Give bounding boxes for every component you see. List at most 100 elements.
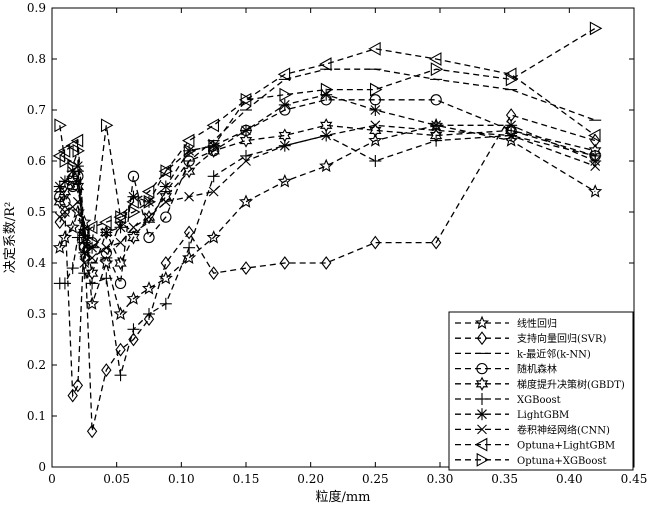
data-point [159,180,172,193]
data-point [160,256,172,270]
data-point [60,207,70,217]
series-line [59,124,596,265]
series-9 [54,21,603,250]
data-point [78,230,92,245]
series-7 [54,120,601,268]
legend-entry: Optuna+XGBoost [455,452,607,467]
data-point [182,164,196,179]
y-tick-label: 0.9 [27,1,46,15]
data-point [590,161,601,171]
data-point [430,134,443,147]
data-point [53,180,66,193]
series-6 [53,88,602,259]
data-point [589,155,602,167]
legend-label: 支持向量回归(SVR) [517,332,607,345]
legend-label: 线性回归 [517,317,557,330]
data-point [430,62,444,77]
x-tick-label: 0.20 [297,472,324,486]
data-point [114,221,127,234]
data-point [504,133,519,147]
data-point [369,104,382,116]
data-point [278,98,291,111]
legend-marker [476,408,488,421]
data-point [431,125,442,136]
data-point [114,255,127,271]
data-point [101,363,112,378]
y-axis-title: 决定系数/R² [3,202,18,273]
legend-entry: 随机森林 [455,363,557,376]
data-point [57,230,72,244]
data-point [505,72,519,87]
legend-entry: 梯度提升决策树(GBDT) [455,376,625,391]
data-point [206,230,221,244]
data-point [141,184,155,199]
data-point [182,250,197,264]
x-axis-title: 粒度/mm [315,489,370,505]
data-point [430,119,443,132]
legend-label: Optuna+XGBoost [517,456,607,467]
data-point [320,82,334,97]
series-line [59,94,596,254]
plot-frame [51,7,635,468]
data-point [71,231,84,244]
data-point [114,277,127,290]
legend-label: 随机森林 [517,363,557,376]
data-point [319,57,332,72]
data-point [72,143,85,158]
data-point [143,194,157,209]
series-line [59,114,596,432]
x-tick-label: 0.25 [362,472,389,486]
data-point [57,143,71,158]
data-point [115,342,126,357]
data-point [160,211,172,223]
x-tick-label: 0.35 [491,472,518,486]
legend-entry: 卷积神经网络(CNN) [455,423,610,436]
data-point [240,149,252,162]
y-tick-label: 0.5 [27,205,46,219]
data-point [59,154,73,168]
y-tick-label: 0.8 [27,52,46,66]
legend-label: 梯度提升决策树(GBDT) [517,378,625,391]
data-point [144,212,154,222]
data-point [86,277,99,290]
data-point [183,241,196,254]
data-point [183,143,197,158]
data-point [505,119,518,132]
data-point [86,235,100,250]
series-4 [53,118,602,281]
legend-marker [476,452,490,467]
legend-entry: 支持向量回归(SVR) [455,331,607,345]
data-point [208,266,219,281]
data-point [79,258,90,268]
data-point [208,186,219,197]
legend-marker [474,437,488,452]
data-point [143,308,155,320]
data-point [506,130,517,141]
x-tick-label: 0.10 [168,472,195,486]
data-point [370,235,381,250]
legend-entry: LightGBM [455,408,569,421]
series-line [59,48,596,234]
data-point [100,118,114,133]
data-point [430,94,442,106]
series-line [59,27,596,244]
data-point [143,231,155,244]
data-point [183,225,195,240]
data-point [279,87,292,102]
legend-label: Optuna+LightGBM [517,441,615,452]
data-point [184,191,194,202]
legend-marker [476,362,488,375]
y-tick-label: 0.6 [27,154,46,168]
data-point [279,256,290,270]
x-tick-label: 0.05 [103,472,130,486]
legend-marker [475,376,489,391]
y-tick-label: 0.4 [27,256,46,270]
y-tick-label: 0.3 [27,307,46,321]
data-point [127,323,140,336]
data-point [369,123,382,138]
data-point [430,235,442,250]
data-point [160,196,171,207]
data-point [588,128,601,143]
x-tick-label: 0.45 [621,472,648,486]
